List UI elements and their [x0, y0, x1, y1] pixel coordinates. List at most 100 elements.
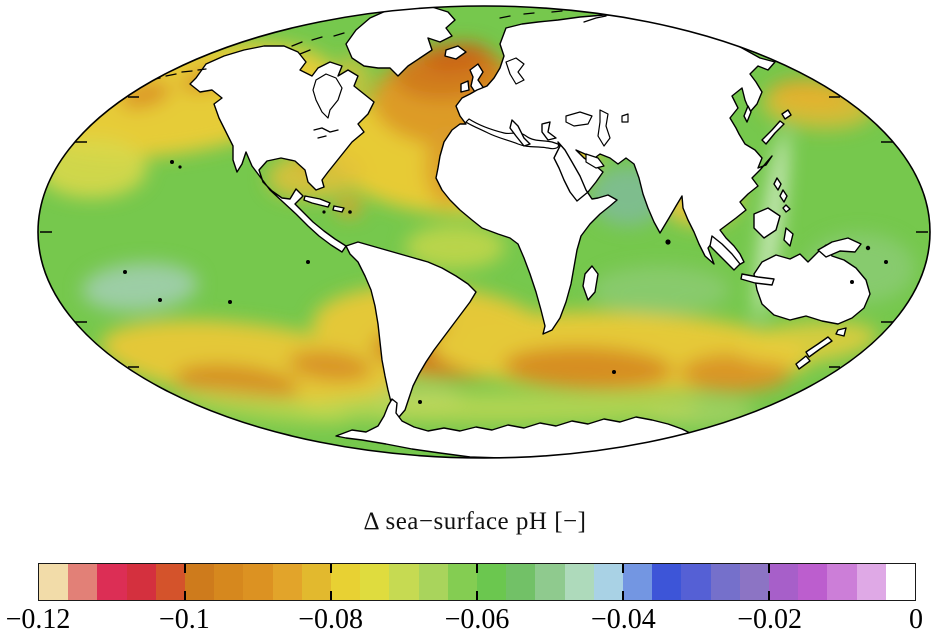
japan	[761, 120, 785, 145]
colorbar-segment-2	[97, 564, 127, 600]
hawaii-dot	[170, 160, 174, 164]
falklands-dot	[418, 400, 422, 404]
colorbar-tick	[768, 591, 770, 600]
java	[740, 273, 775, 286]
colorbar-segment-24	[739, 564, 770, 600]
anomaly-subantarctic-yellowgreen-west	[172, 387, 352, 425]
colorbar-segment-6	[214, 564, 244, 600]
caspian-sea-outline	[597, 109, 611, 147]
latitude-ticks	[40, 96, 928, 368]
colorbar-segment-13	[418, 564, 448, 600]
black-sea-outline	[565, 111, 593, 127]
madagascar	[582, 265, 599, 301]
aral-sea-outline	[621, 113, 629, 123]
fiji-dot	[865, 245, 871, 251]
sakhalin	[743, 105, 752, 123]
greenland	[345, 6, 456, 77]
anomaly-equatorial-atlantic-yellowgreen	[405, 225, 505, 269]
colorbar-tick-label-0: −0.12	[5, 604, 71, 635]
new-guinea	[817, 237, 862, 258]
continent-south-america	[345, 241, 477, 418]
anomaly-south-indian-orange	[503, 346, 673, 390]
tasmania	[835, 327, 847, 337]
hispaniola	[332, 205, 345, 213]
island-dot	[123, 270, 127, 274]
sulawesi	[783, 227, 794, 247]
kerguelen-dot	[612, 370, 616, 374]
borneo	[753, 207, 781, 239]
italy	[509, 119, 531, 147]
colorbar-segment-9	[301, 564, 332, 600]
persian-gulf-outline	[585, 153, 605, 169]
colorbar-segment-1	[68, 564, 98, 600]
anomaly-south-pacific-pale-green	[82, 262, 198, 312]
new-zealand-south	[795, 355, 811, 370]
iceland	[444, 45, 467, 60]
great-lakes-outline	[313, 127, 339, 139]
colorbar-segment-28	[856, 564, 886, 600]
colorbar-segment-14	[447, 564, 478, 600]
island-dot	[850, 280, 854, 284]
continent-eurafrica	[435, 14, 776, 335]
colorbar-tick-label-2: −0.08	[298, 604, 364, 635]
colorbar-segment-23	[710, 564, 740, 600]
anomaly-south-indian-orange-east	[680, 354, 790, 392]
colorbar-segment-0	[39, 564, 69, 600]
colorbar-segment-8	[272, 564, 302, 600]
baltic-sea-outline	[505, 57, 525, 85]
colorbar-tick-labels: −0.12 −0.1 −0.08 −0.06 −0.04 −0.02 0	[6, 604, 923, 638]
mediterranean-sea-outline	[465, 118, 560, 150]
continent-antarctica	[335, 398, 693, 458]
colorbar-tick-label-6: 0	[909, 604, 923, 635]
anomaly-south-pacific-yellow-band	[101, 320, 399, 404]
colorbar-segment-12	[389, 564, 419, 600]
colorbar-segment-3	[126, 564, 156, 600]
continent-australia	[753, 244, 871, 325]
anomaly-northwest-pacific-yellowgreen	[38, 138, 147, 198]
colorbar-segment-26	[798, 564, 828, 600]
colorbar-tick-label-5: −0.02	[737, 604, 803, 635]
hokkaido	[781, 109, 792, 120]
colorbar-tick	[183, 564, 186, 573]
island-dot	[228, 300, 232, 304]
colorbar-segment-16	[506, 564, 536, 600]
colorbar-segment-11	[360, 564, 390, 600]
anomaly-central-indian-sage	[590, 266, 730, 314]
map-frame-ellipse	[37, 5, 931, 459]
philippines	[773, 177, 791, 213]
puerto-rico-dot	[348, 210, 352, 214]
colorbar-tick	[768, 564, 770, 573]
colorbar-segment-4	[155, 564, 186, 600]
colorbar-segment-19	[593, 564, 624, 600]
land-layer	[123, 6, 888, 458]
island-dot	[306, 260, 310, 264]
canadian-arctic-dashes	[291, 32, 345, 55]
jamaica-dot	[322, 210, 326, 214]
colorbar	[38, 563, 916, 601]
hudson-bay-outline	[312, 73, 343, 119]
colorbar-tick	[476, 591, 478, 600]
colorbar-tick	[329, 591, 332, 600]
colorbar-tick	[329, 564, 332, 573]
hawaii-dot	[178, 165, 182, 169]
colorbar-tick-label-1: −0.1	[158, 604, 210, 635]
world-map	[37, 5, 931, 459]
colorbar-tick-label-3: −0.06	[444, 604, 510, 635]
colorbar-segment-15	[477, 564, 507, 600]
mollweide-map-svg	[37, 5, 931, 459]
colorbar-tick	[621, 591, 624, 600]
colorbar-tick	[183, 591, 186, 600]
island-dot	[158, 298, 162, 302]
colorbar-segment-7	[243, 564, 273, 600]
anomaly-south-pacific-orange-east	[288, 350, 372, 382]
colorbar-tick-label-4: −0.04	[590, 604, 656, 635]
greece	[541, 121, 557, 141]
colorbar-segment-27	[827, 564, 857, 600]
sumatra	[709, 235, 741, 271]
sri-lanka-dot	[665, 239, 671, 245]
ireland	[460, 80, 470, 93]
colorbar-segment-20	[623, 564, 653, 600]
colorbar-segment-5	[185, 564, 215, 600]
cuba	[303, 195, 331, 208]
